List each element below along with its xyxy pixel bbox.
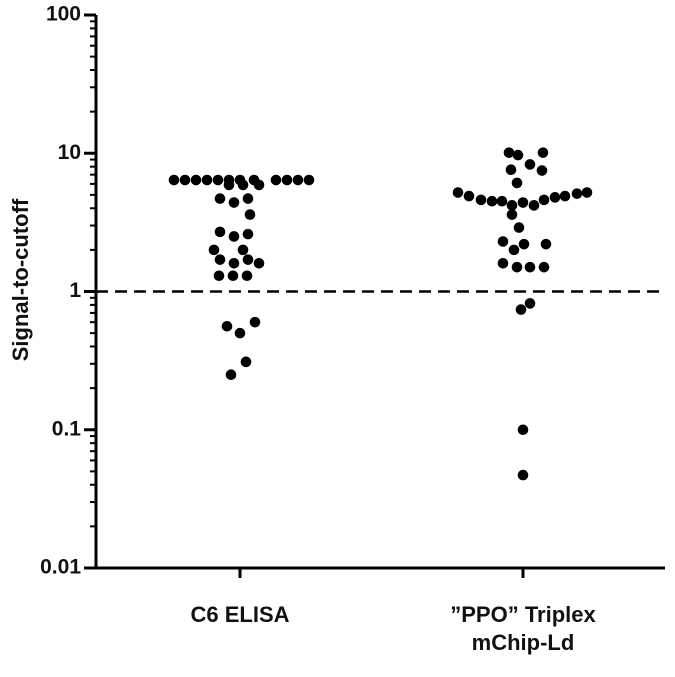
y-axis-title: Signal-to-cutoff [8, 198, 33, 361]
data-point [228, 257, 240, 269]
data-point [242, 193, 254, 204]
data-point [517, 469, 529, 481]
data-point [281, 174, 293, 186]
data-point [212, 174, 224, 186]
data-point [228, 231, 240, 242]
data-point [506, 200, 518, 211]
data-point [463, 190, 475, 202]
data-point [497, 257, 509, 269]
data-point [190, 174, 202, 186]
data-point [237, 179, 249, 191]
data-point [571, 188, 583, 199]
data-point [241, 270, 253, 282]
data-point [528, 200, 540, 211]
y-tick-label: 0.01 [40, 556, 81, 579]
data-point [518, 238, 530, 250]
y-tick-label: 100 [46, 3, 81, 26]
data-point [559, 190, 571, 202]
data-point [475, 194, 487, 206]
data-point [214, 226, 226, 238]
y-tick-label: 1 [69, 279, 81, 302]
data-point [237, 244, 249, 256]
x-category-label: ”PPO” Triplex [450, 602, 596, 627]
data-point [208, 244, 220, 256]
data-point [168, 174, 180, 186]
data-point [536, 165, 548, 176]
data-point [240, 356, 252, 368]
data-point [179, 174, 191, 186]
data-point [505, 164, 517, 176]
data-point [511, 261, 523, 273]
data-point [244, 209, 256, 220]
data-point [225, 369, 237, 381]
data-point [524, 298, 536, 309]
data-point [508, 244, 520, 256]
data-point [537, 147, 549, 158]
data-point [228, 197, 240, 208]
data-point [511, 177, 523, 189]
data-point [214, 193, 226, 204]
data-point [486, 195, 498, 207]
y-tick-label: 0.1 [52, 417, 82, 440]
data-point [213, 270, 225, 282]
data-point [496, 195, 508, 207]
data-point [253, 179, 265, 191]
y-tick-label: 10 [58, 141, 81, 164]
data-point [540, 238, 552, 250]
data-point [214, 254, 226, 265]
data-point [270, 174, 282, 186]
x-category-label: mChip-Ld [472, 630, 575, 655]
data-point [512, 149, 524, 161]
data-point [524, 159, 536, 170]
data-point [221, 321, 233, 332]
data-point [497, 236, 509, 247]
data-point [292, 174, 304, 186]
data-point [538, 261, 550, 273]
data-point [581, 187, 593, 198]
x-category-label: C6 ELISA [190, 602, 289, 627]
data-point [253, 257, 265, 269]
data-point [249, 316, 261, 328]
data-point [223, 179, 235, 191]
data-point [549, 192, 561, 203]
data-point [517, 197, 529, 208]
data-point [515, 304, 527, 315]
data-point [201, 174, 213, 186]
data-point [538, 194, 550, 206]
data-point [506, 209, 518, 220]
data-point [234, 327, 246, 339]
data-point [513, 222, 525, 233]
data-point [517, 424, 529, 436]
data-point [242, 228, 254, 240]
data-point [503, 147, 515, 158]
data-point [303, 174, 315, 186]
data-point [524, 261, 536, 273]
data-point [242, 254, 254, 265]
data-point [227, 270, 239, 282]
data-point [452, 187, 464, 198]
